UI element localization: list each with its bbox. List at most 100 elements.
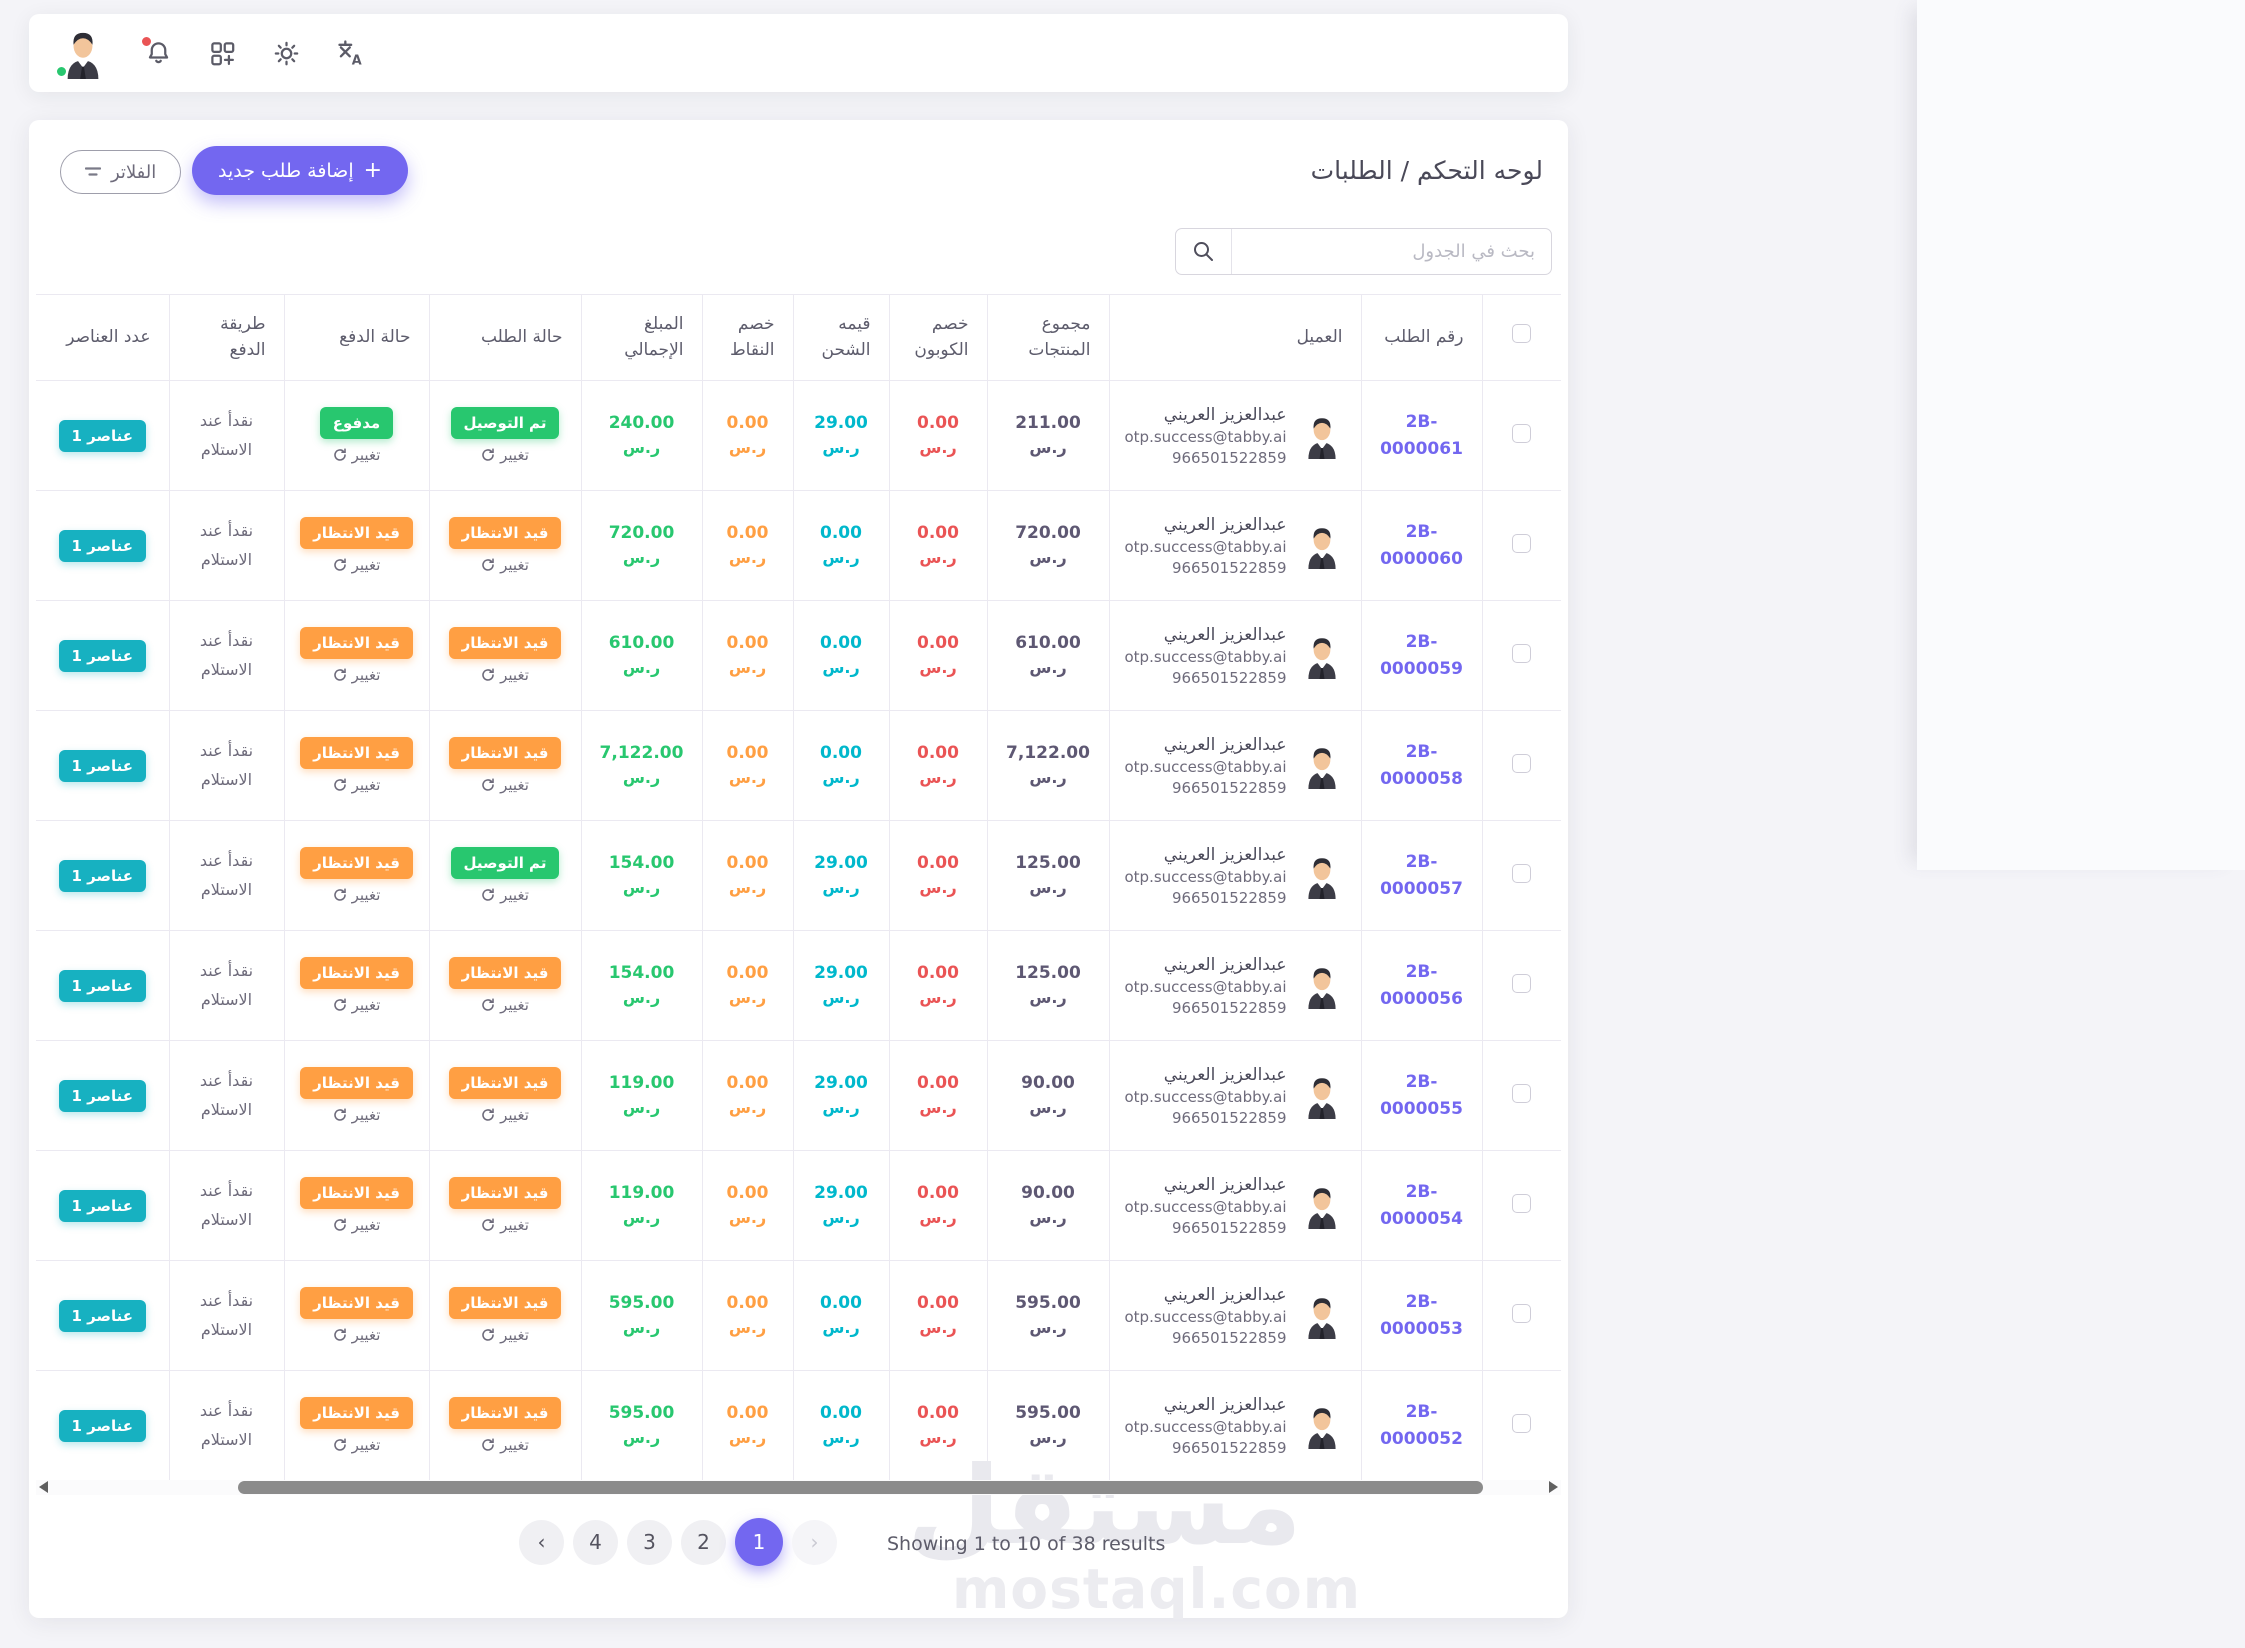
order-number-link[interactable]: 2B- 0000052	[1380, 1402, 1463, 1449]
products-total-cell: 125.00 ر.س	[986, 820, 1110, 931]
search-button[interactable]	[1176, 229, 1232, 274]
row-checkbox[interactable]	[1512, 644, 1532, 663]
payment-status-change-link[interactable]: تغيير	[299, 1436, 415, 1454]
filters-button-label: الفلاتر	[111, 161, 157, 182]
payment-status: قيد الانتظار تغيير	[283, 710, 430, 821]
order-number-link[interactable]: 2B- 0000060	[1380, 522, 1463, 569]
row-checkbox[interactable]	[1512, 534, 1532, 553]
pagination-page-4[interactable]: 4	[573, 1519, 618, 1565]
row-checkbox[interactable]	[1512, 754, 1532, 773]
select-all-checkbox[interactable]	[1512, 323, 1532, 343]
total-amount-cell: 119.00 ر.س	[580, 1040, 703, 1151]
order-status-change-link[interactable]: تغيير	[444, 1106, 567, 1124]
order-status: قيد الانتظار تغيير	[428, 710, 582, 821]
order-status-change-link[interactable]: تغيير	[444, 776, 567, 794]
order-status-change-link[interactable]: تغيير	[444, 556, 567, 574]
payment-method-cell: نقدأ عند الاستلام	[199, 850, 254, 899]
add-order-button[interactable]: + إضافة طلب جديد	[192, 146, 409, 195]
payment-status-change-link[interactable]: تغيير	[299, 776, 415, 794]
row-checkbox[interactable]	[1512, 974, 1532, 993]
notifications-button[interactable]	[140, 35, 173, 68]
order-number-link[interactable]: 2B- 0000053	[1380, 1292, 1463, 1339]
products-total-cell: 125.00 ر.س	[986, 930, 1110, 1041]
payment-status-change-link[interactable]: تغيير	[299, 1216, 415, 1234]
results-summary: Showing 1 to 10 of 38 results	[887, 1533, 1166, 1555]
order-status-badge: قيد الانتظار	[448, 627, 562, 659]
order-status-badge: قيد الانتظار	[448, 517, 562, 549]
row-checkbox[interactable]	[1512, 1304, 1532, 1323]
apps-menu-button[interactable]	[207, 38, 237, 68]
payment-status-change-link[interactable]: تغيير	[299, 1106, 415, 1124]
row-checkbox[interactable]	[1512, 1194, 1532, 1213]
pagination-next[interactable]: ›	[792, 1519, 837, 1565]
customer-phone: 966501522859	[1171, 558, 1287, 577]
order-number-link[interactable]: 2B- 0000056	[1380, 962, 1463, 1009]
order-status-badge: تم التوصيل	[450, 847, 560, 879]
products-total-cell: 610.00 ر.س	[986, 600, 1110, 711]
pagination-page-2[interactable]: 2	[681, 1519, 726, 1565]
payment-method-cell: نقدأ عند الاستلام	[199, 1290, 254, 1339]
language-switch-button[interactable]: A	[335, 38, 365, 68]
row-checkbox[interactable]	[1512, 1084, 1532, 1103]
pagination-page-3[interactable]: 3	[627, 1519, 672, 1565]
items-count-badge: 1 عناصر	[58, 419, 146, 452]
order-status-badge: قيد الانتظار	[448, 1397, 562, 1429]
customer-name: عبدالعزيز العريني	[1163, 404, 1287, 425]
row-checkbox[interactable]	[1512, 1414, 1532, 1433]
coupon-discount-cell: 0.00 ر.س	[888, 380, 988, 491]
payment-status-change-link[interactable]: تغيير	[299, 446, 415, 464]
order-number-link[interactable]: 2B- 0000057	[1380, 852, 1463, 899]
payment-status-change-link[interactable]: تغيير	[299, 1326, 415, 1344]
order-status: قيد الانتظار تغيير	[428, 1150, 582, 1261]
payment-status-change-link[interactable]: تغيير	[299, 996, 415, 1014]
order-status-change-link[interactable]: تغيير	[444, 996, 567, 1014]
shipping-cell: 29.00 ر.س	[792, 1040, 890, 1151]
order-row: 2B- 0000055 عبدالعزيز العريني otp.success@t…	[36, 1040, 1561, 1151]
refresh-icon	[482, 888, 494, 901]
order-number-link[interactable]: 2B- 0000058	[1380, 742, 1463, 789]
points-discount-cell: 0.00 ر.س	[701, 930, 794, 1041]
total-amount-cell: 610.00 ر.س	[580, 600, 703, 711]
payment-status-change-link[interactable]: تغيير	[299, 666, 415, 684]
total-amount-cell: 119.00 ر.س	[580, 1150, 703, 1261]
theme-toggle-button[interactable]	[271, 38, 301, 68]
customer-name: عبدالعزيز العريني	[1163, 514, 1287, 535]
refresh-icon	[482, 1218, 494, 1231]
order-number-link[interactable]: 2B- 0000055	[1380, 1072, 1463, 1119]
order-status-change-link[interactable]: تغيير	[444, 446, 567, 464]
scroll-left-arrow[interactable]	[39, 1481, 48, 1493]
filters-button[interactable]: الفلاتر	[60, 150, 182, 194]
order-number-link[interactable]: 2B- 0000054	[1380, 1182, 1463, 1229]
scrollbar-thumb[interactable]	[238, 1481, 1483, 1494]
total-amount-cell: 154.00 ر.س	[580, 930, 703, 1041]
order-status: قيد الانتظار تغيير	[428, 600, 582, 711]
customer-email: otp.success@tabby.ai	[1124, 537, 1287, 556]
payment-status-change-link[interactable]: تغيير	[299, 556, 415, 574]
order-status-change-link[interactable]: تغيير	[444, 886, 567, 904]
pagination-prev[interactable]: ‹	[519, 1519, 564, 1565]
user-avatar[interactable]	[55, 27, 109, 79]
order-status-change-link[interactable]: تغيير	[444, 1326, 567, 1344]
order-status-change-link[interactable]: تغيير	[444, 666, 567, 684]
row-checkbox[interactable]	[1512, 864, 1532, 883]
refresh-icon	[482, 1108, 494, 1121]
col-header-order-status: حالة الطلب	[428, 294, 582, 381]
search-input[interactable]	[1232, 229, 1551, 274]
order-status-change-link[interactable]: تغيير	[444, 1216, 567, 1234]
customer-name: عبدالعزيز العريني	[1163, 1284, 1287, 1305]
scroll-right-arrow[interactable]	[1549, 1481, 1558, 1493]
payment-status-change-link[interactable]: تغيير	[299, 886, 415, 904]
shipping-cell: 0.00 ر.س	[792, 490, 890, 601]
row-checkbox[interactable]	[1512, 424, 1532, 443]
order-row: 2B- 0000058 عبدالعزيز العريني otp.success@t…	[36, 710, 1561, 821]
shipping-cell: 0.00 ر.س	[792, 1260, 890, 1371]
items-count-badge: 1 عناصر	[58, 529, 146, 562]
order-number-link[interactable]: 2B- 0000059	[1380, 632, 1463, 679]
payment-status-badge: قيد الانتظار	[300, 627, 413, 659]
customer-phone: 966501522859	[1171, 888, 1287, 907]
order-status-change-link[interactable]: تغيير	[444, 1436, 567, 1454]
products-total-cell: 90.00 ر.س	[986, 1150, 1110, 1261]
shipping-cell: 29.00 ر.س	[792, 930, 890, 1041]
order-number-link[interactable]: 2B- 0000061	[1380, 412, 1463, 459]
pagination-page-1[interactable]: 1	[735, 1518, 783, 1566]
